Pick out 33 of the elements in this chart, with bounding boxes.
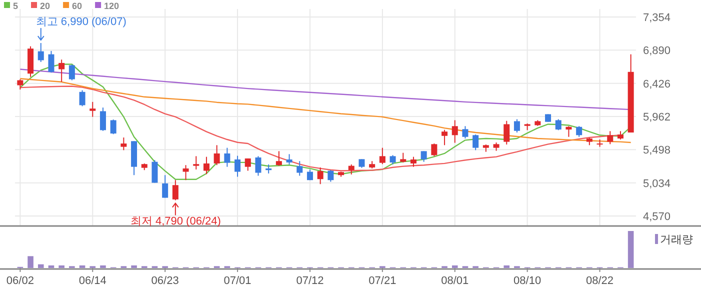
bar	[28, 256, 34, 268]
bar	[48, 265, 54, 268]
y-tick-label: 6,890	[643, 45, 671, 58]
x-tick-label: 07/01	[224, 275, 252, 287]
legend-label: 거래량	[660, 234, 693, 246]
bar	[38, 264, 44, 268]
bar	[79, 265, 86, 268]
x-tick-label: 06/14	[78, 275, 106, 287]
legend-label: 20	[40, 1, 50, 11]
x-tick-label: 07/12	[296, 275, 324, 287]
y-tick-label: 5,034	[643, 178, 671, 190]
x-tick-label: 06/02	[6, 275, 34, 287]
y-tick-label: 7,354	[643, 12, 671, 24]
x-tick-label: 08/10	[514, 275, 542, 287]
y-tick-label: 5,498	[643, 144, 671, 157]
bar	[452, 265, 458, 268]
x-tick-label: 06/23	[151, 275, 179, 287]
bar	[628, 231, 634, 268]
x-tick-label: 08/01	[441, 275, 469, 287]
legend-label: 5	[13, 1, 18, 11]
annotation: 최저 4,790 (06/24)	[130, 215, 221, 228]
y-tick-label: 6,426	[643, 78, 671, 90]
bar	[504, 265, 510, 268]
x-tick-label: 08/22	[586, 275, 614, 287]
annotation: 최고 6,990 (06/07)	[36, 16, 126, 28]
bar	[58, 265, 64, 268]
x-tick-label: 07/21	[368, 275, 396, 287]
y-tick-label: 4,570	[643, 210, 671, 223]
bar	[131, 265, 137, 268]
bar	[100, 265, 106, 268]
y-tick-label: 5,962	[643, 111, 671, 124]
legend-label: 120	[104, 1, 120, 11]
legend-label: 60	[72, 1, 82, 11]
